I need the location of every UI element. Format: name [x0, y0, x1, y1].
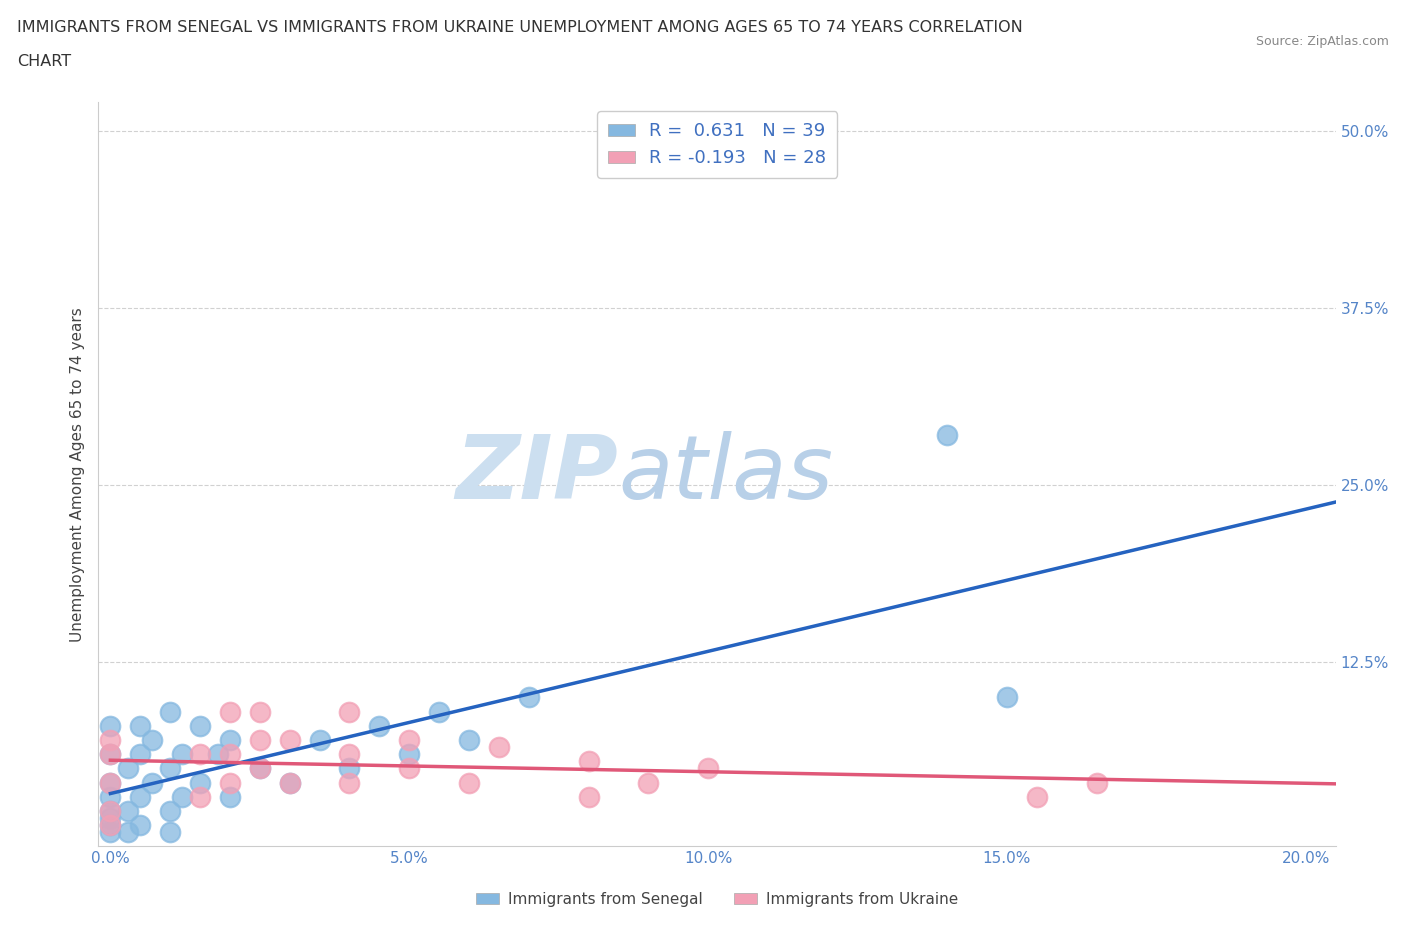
Point [637, 775, 659, 790]
Point [117, 825, 139, 840]
Point [172, 790, 194, 804]
Point [308, 733, 330, 748]
Point [100, 817, 122, 832]
Point [219, 790, 242, 804]
Point [100, 733, 122, 748]
Point [995, 690, 1018, 705]
Point [398, 761, 420, 776]
Point [172, 747, 194, 762]
Point [427, 704, 450, 719]
Point [100, 804, 122, 818]
Point [339, 761, 361, 776]
Point [159, 804, 181, 818]
Point [129, 747, 152, 762]
Point [100, 817, 122, 832]
Point [117, 804, 139, 818]
Point [100, 790, 122, 804]
Point [219, 775, 242, 790]
Point [339, 775, 361, 790]
Point [159, 761, 181, 776]
Point [100, 811, 122, 826]
Text: atlas: atlas [619, 432, 832, 517]
Point [117, 761, 139, 776]
Point [100, 747, 122, 762]
Text: IMMIGRANTS FROM SENEGAL VS IMMIGRANTS FROM UKRAINE UNEMPLOYMENT AMONG AGES 65 TO: IMMIGRANTS FROM SENEGAL VS IMMIGRANTS FR… [17, 20, 1022, 35]
Point [100, 775, 122, 790]
Point [100, 747, 122, 762]
Point [219, 704, 242, 719]
Point [100, 825, 122, 840]
Point [219, 733, 242, 748]
Text: Source: ZipAtlas.com: Source: ZipAtlas.com [1256, 35, 1389, 48]
Point [249, 761, 271, 776]
Point [207, 747, 229, 762]
Point [100, 775, 122, 790]
Point [188, 747, 211, 762]
Point [188, 775, 211, 790]
Point [219, 747, 242, 762]
Point [100, 804, 122, 818]
Point [188, 718, 211, 733]
Y-axis label: Unemployment Among Ages 65 to 74 years: Unemployment Among Ages 65 to 74 years [69, 307, 84, 642]
Point [141, 775, 163, 790]
Point [100, 718, 122, 733]
Point [249, 704, 271, 719]
Point [1085, 775, 1108, 790]
Point [129, 790, 152, 804]
Text: ZIP: ZIP [456, 431, 619, 518]
Point [129, 817, 152, 832]
Point [249, 761, 271, 776]
Point [141, 733, 163, 748]
Point [936, 428, 959, 443]
Point [398, 747, 420, 762]
Point [278, 775, 301, 790]
Point [368, 718, 391, 733]
Point [458, 775, 481, 790]
Legend: Immigrants from Senegal, Immigrants from Ukraine: Immigrants from Senegal, Immigrants from… [470, 886, 965, 913]
Point [278, 775, 301, 790]
Point [159, 825, 181, 840]
Point [578, 754, 600, 769]
Point [578, 790, 600, 804]
Point [278, 733, 301, 748]
Point [188, 790, 211, 804]
Point [129, 718, 152, 733]
Point [339, 704, 361, 719]
Point [517, 690, 540, 705]
Point [488, 739, 510, 754]
Point [249, 733, 271, 748]
Point [159, 704, 181, 719]
Point [458, 733, 481, 748]
Point [398, 733, 420, 748]
Point [1025, 790, 1047, 804]
Point [697, 761, 720, 776]
Point [339, 747, 361, 762]
Text: CHART: CHART [17, 54, 70, 69]
